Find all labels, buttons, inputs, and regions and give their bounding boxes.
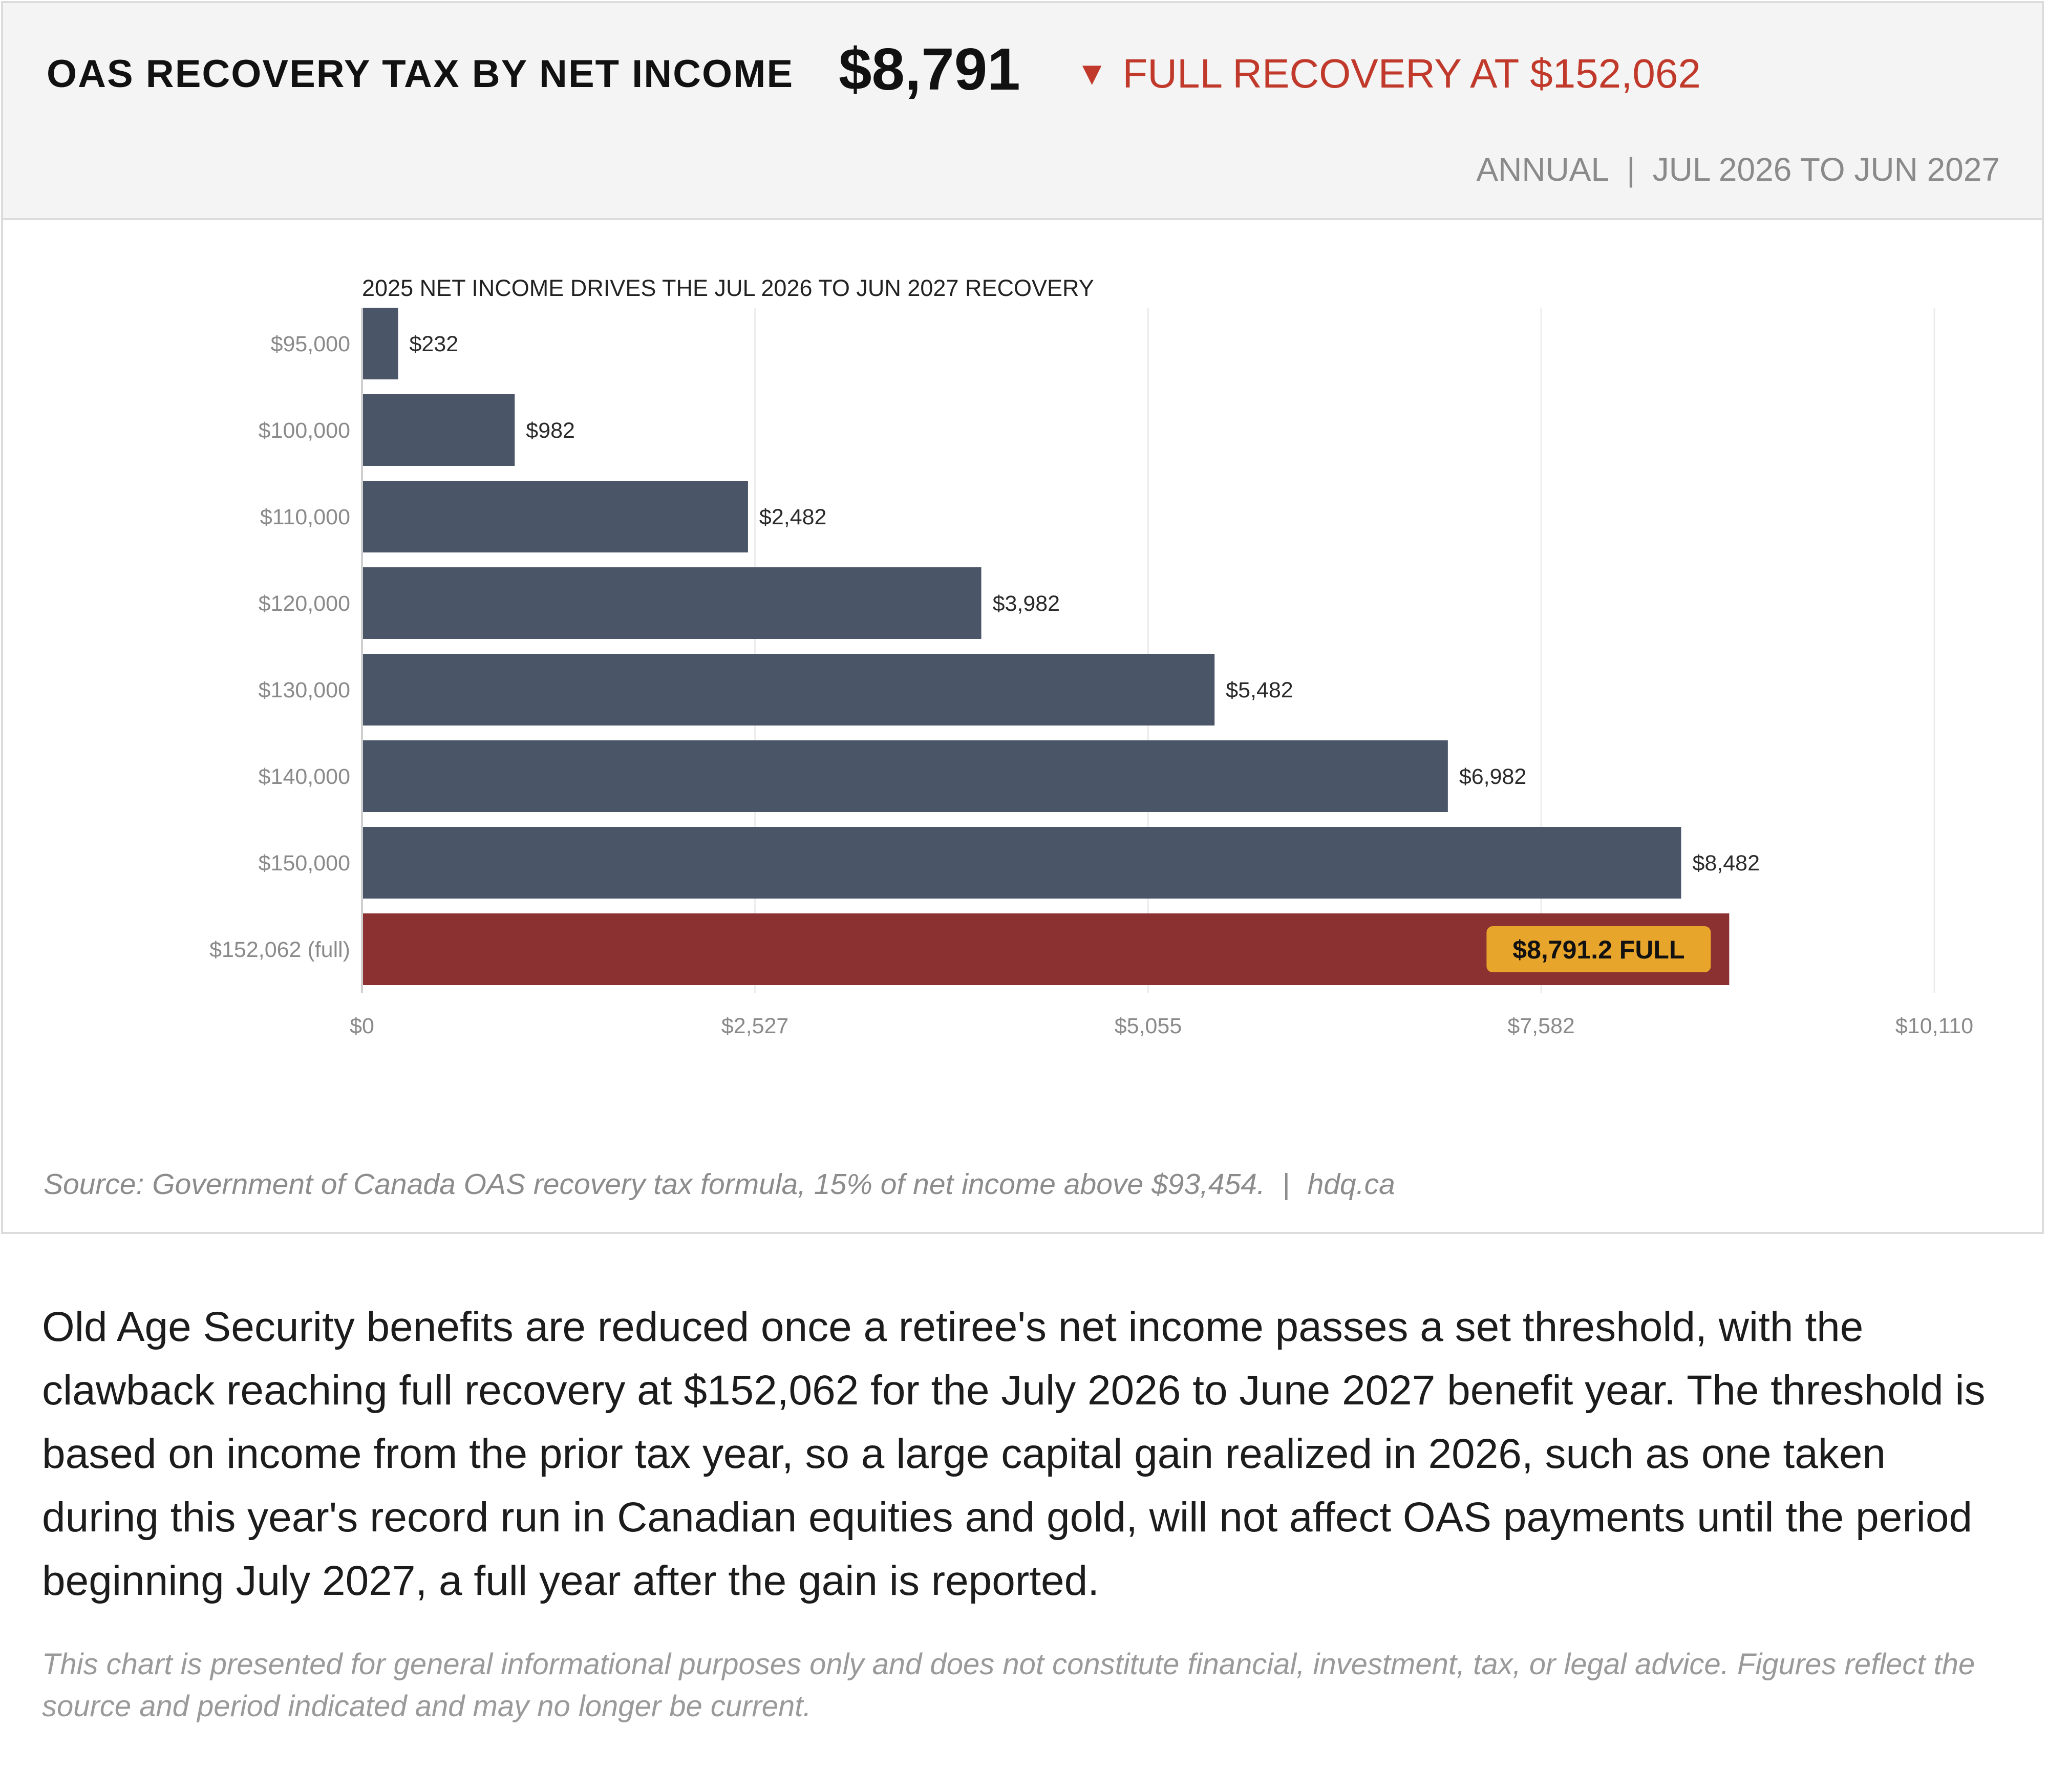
- period-label: ANNUAL | JUL 2026 TO JUN 2027: [1476, 151, 2000, 188]
- x-tick-label: $5,055: [1115, 1014, 1182, 1038]
- category-label: $130,000: [259, 678, 350, 702]
- chart-header: OAS RECOVERY TAX BY NET INCOME $8,791 ▼ F…: [3, 3, 2042, 220]
- bar: [363, 308, 398, 379]
- data-label: $982: [526, 418, 575, 443]
- x-tick-label: $2,527: [721, 1014, 789, 1038]
- bar: [363, 394, 515, 466]
- chart-title: OAS RECOVERY TAX BY NET INCOME: [47, 52, 794, 96]
- x-tick-label: $7,582: [1507, 1014, 1575, 1038]
- chart-card: OAS RECOVERY TAX BY NET INCOME $8,791 ▼ F…: [1, 1, 2044, 1234]
- period-range: JUL 2026 TO JUN 2027: [1652, 151, 2000, 188]
- x-tick-label: $10,110: [1895, 1014, 1973, 1038]
- bar: [363, 827, 1681, 899]
- category-label: $110,000: [260, 505, 350, 529]
- source-separator: |: [1282, 1168, 1290, 1201]
- bars: [363, 308, 1730, 985]
- full-recovery-badge: [1486, 926, 1711, 972]
- data-label: $6,982: [1459, 764, 1527, 789]
- chart-subtitle: 2025 NET INCOME DRIVES THE JUL 2026 TO J…: [362, 275, 1094, 301]
- category-label: $152,062 (full): [209, 937, 350, 962]
- period-separator: |: [1627, 151, 1635, 188]
- x-axis: $0 $2,527 $5,055 $7,582 $10,110: [350, 308, 1973, 1038]
- source-site: hdq.ca: [1307, 1168, 1395, 1201]
- source-note: Source: Government of Canada OAS recover…: [44, 1167, 1395, 1201]
- labels: $95,000 $232 $100,000 $982 $110,000 $2,482 $12…: [209, 332, 1760, 972]
- recovery-note: ▼ FULL RECOVERY AT $152,062: [1076, 50, 1701, 97]
- disclaimer: This chart is presented for general info…: [42, 1648, 1975, 1723]
- source-text: Source: Government of Canada OAS recover…: [44, 1168, 1265, 1201]
- data-label: $8,482: [1692, 851, 1760, 876]
- recovery-note-text: FULL RECOVERY AT $152,062: [1122, 51, 1701, 96]
- category-label: $95,000: [271, 332, 350, 356]
- data-label: $5,482: [1226, 678, 1293, 702]
- category-label: $150,000: [259, 851, 350, 876]
- bar: [363, 481, 748, 552]
- down-arrow-icon: ▼: [1076, 55, 1108, 92]
- frequency-label: ANNUAL: [1476, 151, 1610, 188]
- bar: [363, 740, 1448, 812]
- x-tick-label: $0: [350, 1014, 374, 1038]
- data-label: $3,982: [993, 591, 1060, 616]
- bar: [363, 654, 1215, 726]
- category-label: $140,000: [259, 764, 350, 789]
- data-label: $232: [409, 332, 458, 356]
- data-label-highlight: $8,791.2 FULL: [1512, 935, 1684, 964]
- bar: [363, 567, 982, 639]
- article-paragraph: Old Age Security benefits are reduced on…: [42, 1304, 1986, 1604]
- headline-value: $8,791: [839, 36, 1020, 102]
- category-label: $100,000: [259, 418, 350, 443]
- bar-chart: 2025 NET INCOME DRIVES THE JUL 2026 TO J…: [209, 275, 1973, 1038]
- category-label: $120,000: [259, 591, 350, 616]
- data-label: $2,482: [759, 505, 827, 529]
